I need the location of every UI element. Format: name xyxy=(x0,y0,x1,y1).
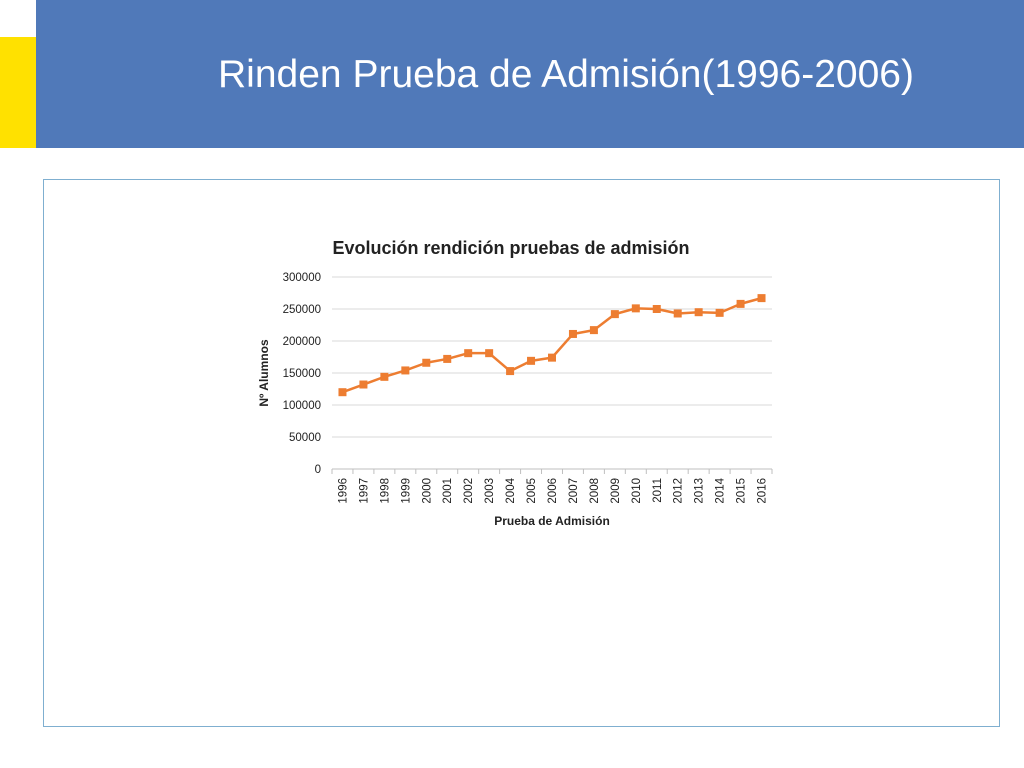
title-bar: Rinden Prueba de Admisión(1996-2006) xyxy=(36,0,1024,148)
data-point xyxy=(380,372,389,381)
x-tick-label: 2009 xyxy=(610,478,622,504)
data-point xyxy=(757,294,766,303)
slide-title: Rinden Prueba de Admisión(1996-2006) xyxy=(218,53,914,96)
x-tick-label: 1999 xyxy=(400,478,412,504)
data-point xyxy=(527,356,536,365)
data-point xyxy=(464,349,473,358)
x-tick-label: 2014 xyxy=(715,477,727,503)
data-point xyxy=(422,358,431,367)
y-tick-label: 50000 xyxy=(289,432,321,444)
y-tick-label: 300000 xyxy=(283,272,321,284)
data-point xyxy=(401,366,410,375)
chart-title: Evolución rendición pruebas de admisión xyxy=(332,238,689,258)
data-point xyxy=(610,310,619,319)
x-tick-label: 2015 xyxy=(736,478,748,504)
x-tick-label: 2013 xyxy=(694,478,706,504)
x-tick-label: 1996 xyxy=(337,478,349,504)
x-tick-label: 1997 xyxy=(358,478,370,504)
y-axis-title: Nº Alumnos xyxy=(257,339,271,407)
y-tick-label: 150000 xyxy=(283,368,321,380)
x-tick-label: 1998 xyxy=(379,478,391,504)
y-tick-label: 250000 xyxy=(283,304,321,316)
accent-bar xyxy=(0,37,36,148)
x-tick-label: 2003 xyxy=(484,478,496,504)
x-axis: 1996 1997 1998 1999 2000 2001 2002 2003 2004 2005… xyxy=(331,468,773,504)
series-layer xyxy=(338,294,766,397)
data-point xyxy=(568,329,577,338)
y-tick-label: 0 xyxy=(315,464,321,476)
data-point xyxy=(694,308,703,317)
data-point xyxy=(338,388,347,397)
x-tick-label: 2006 xyxy=(547,478,559,504)
x-tick-label: 2016 xyxy=(757,478,769,504)
x-axis-title: Prueba de Admisión xyxy=(494,514,610,528)
data-point xyxy=(631,304,640,313)
x-tick-label: 2011 xyxy=(652,478,664,503)
data-point xyxy=(506,367,515,376)
x-tick-label: 2005 xyxy=(526,478,538,504)
data-point xyxy=(736,299,745,308)
x-tick-label: 2001 xyxy=(442,478,454,504)
y-tick-label: 200000 xyxy=(283,336,321,348)
x-tick-label: 2012 xyxy=(673,478,685,504)
data-point xyxy=(715,308,724,317)
data-point xyxy=(359,380,368,389)
data-point xyxy=(652,305,661,313)
x-tick-label: 2000 xyxy=(421,478,433,504)
data-point xyxy=(443,354,452,363)
data-point xyxy=(589,326,598,335)
x-tick-label: 2004 xyxy=(505,477,517,503)
x-tick-label: 2010 xyxy=(631,478,643,504)
x-tick-label: 2007 xyxy=(568,478,580,504)
data-point xyxy=(673,309,682,318)
y-tick-label: 100000 xyxy=(283,400,321,412)
x-tick-label: 2008 xyxy=(589,478,601,504)
data-point xyxy=(548,353,556,362)
content-frame xyxy=(43,179,1000,727)
y-axis: 0 50000 100000 150000 200000 250000 300000 xyxy=(283,272,321,476)
x-tick-label: 2002 xyxy=(463,478,475,504)
data-point xyxy=(485,349,494,358)
